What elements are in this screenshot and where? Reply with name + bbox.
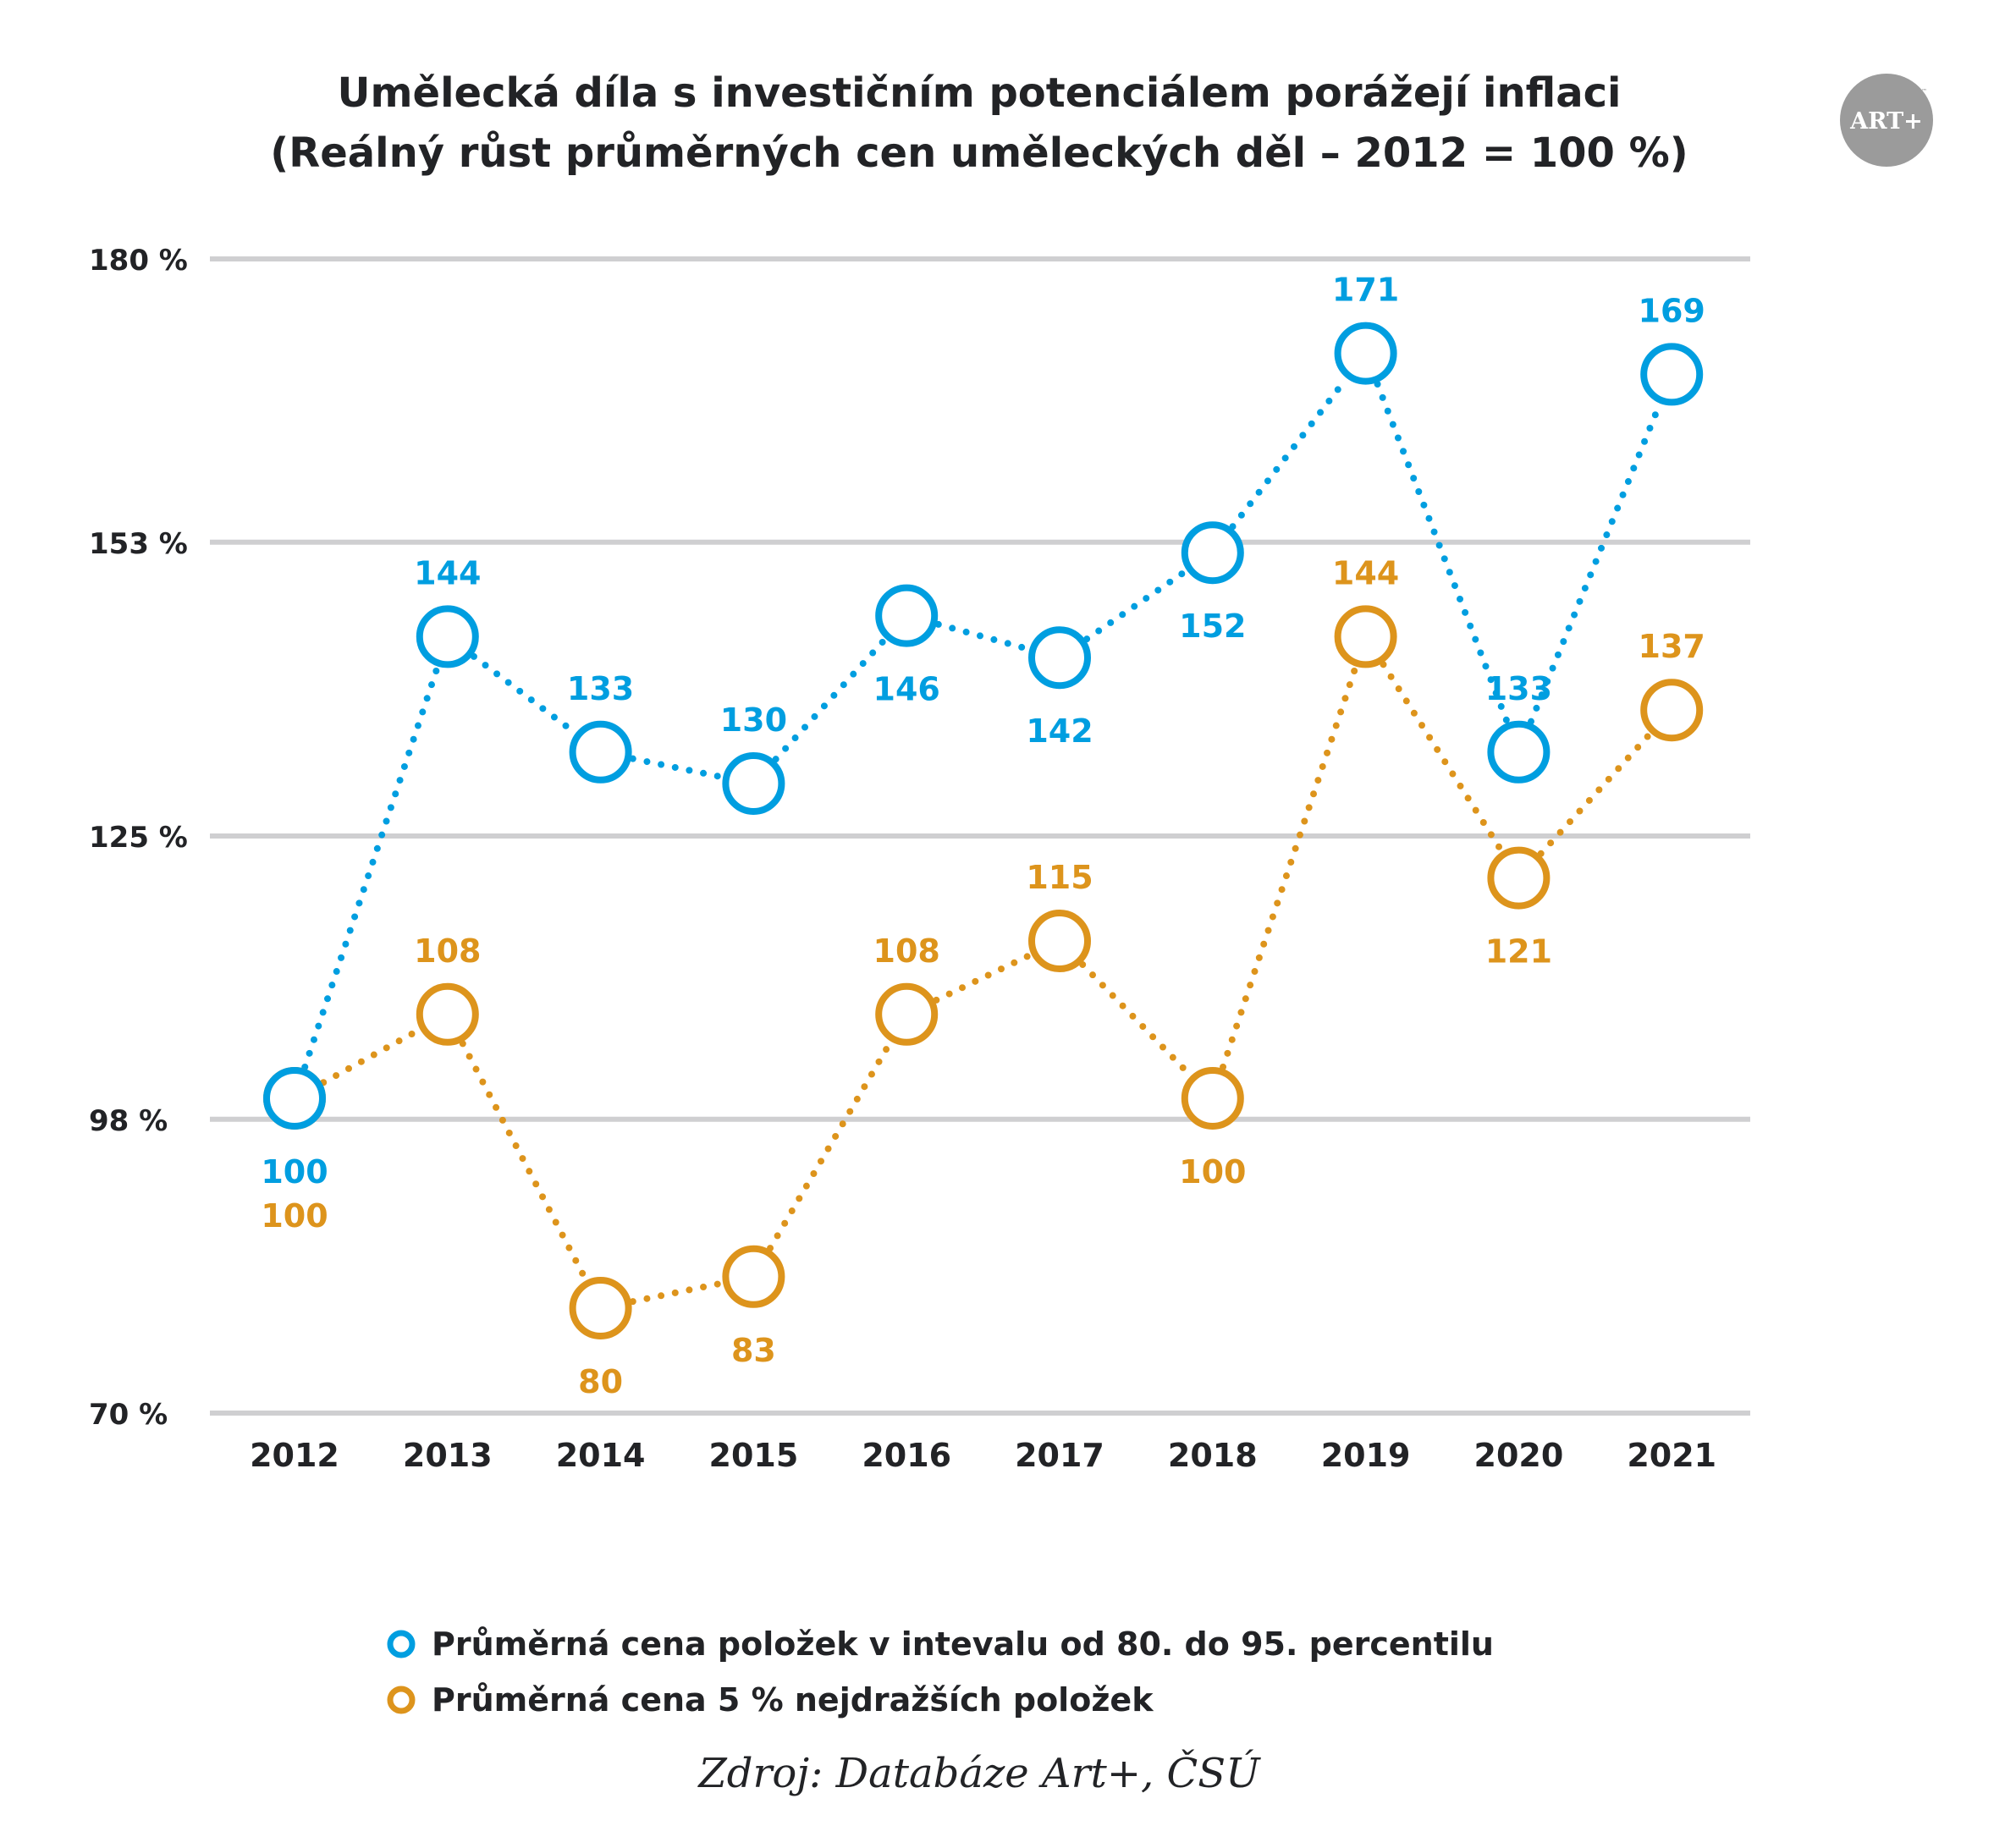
series-line-0	[301, 376, 1663, 1070]
data-point	[263, 1067, 326, 1130]
gridlines	[210, 256, 1750, 1416]
art-plus-logo: ART+ ™	[1840, 74, 1933, 167]
data-point	[722, 752, 785, 815]
x-tick-label: 2021	[1627, 1437, 1716, 1474]
data-point	[875, 982, 939, 1046]
series-segment	[934, 620, 1032, 652]
legend-marker-blue-icon	[387, 1630, 416, 1658]
x-tick-label: 2020	[1474, 1437, 1564, 1474]
chart-subtitle: (Reálný růst průměrných cen uměleckých d…	[270, 129, 1688, 177]
source-note: Zdroj: Databáze Art+, ČSÚ	[697, 1748, 1261, 1797]
x-tick-label: 2015	[709, 1437, 799, 1474]
data-point	[416, 982, 479, 1046]
data-label: 133	[1485, 670, 1552, 707]
data-point	[1334, 322, 1397, 385]
data-label: 108	[873, 932, 940, 970]
data-label: 100	[261, 1197, 328, 1235]
legend-marker-orange-icon	[387, 1686, 416, 1714]
series-segment	[320, 1026, 422, 1086]
series-segment	[1374, 381, 1511, 725]
data-point	[1640, 343, 1704, 406]
y-axis-ticks: 180 % 153 % 125 % 98 % 70 %	[89, 244, 188, 1432]
legend: Průměrná cena položek v intevalu od 80. …	[387, 1625, 1494, 1719]
x-tick-label: 2017	[1015, 1437, 1104, 1474]
data-label: 142	[1026, 712, 1093, 750]
data-point	[722, 1245, 785, 1308]
data-label: 100	[261, 1153, 328, 1191]
data-label: 133	[567, 670, 634, 707]
data-point	[569, 720, 632, 784]
data-label: 171	[1332, 272, 1399, 309]
y-tick-label: 98 %	[89, 1104, 168, 1138]
data-point	[1028, 626, 1091, 690]
series-segment	[301, 664, 441, 1070]
series-segment	[1083, 568, 1189, 643]
series-segment	[629, 755, 725, 781]
series-segment	[1079, 960, 1193, 1079]
data-point	[1487, 846, 1551, 910]
series-segment	[1380, 661, 1505, 854]
series-segment	[1528, 401, 1663, 725]
series-segment	[933, 951, 1033, 1004]
y-tick-label: 125 %	[89, 821, 188, 855]
data-label: 169	[1639, 292, 1705, 329]
legend-label-blue: Průměrná cena položek v intevalu od 80. …	[432, 1625, 1494, 1663]
x-tick-label: 2014	[556, 1437, 646, 1474]
data-label: 144	[1332, 554, 1399, 591]
data-point	[1181, 1067, 1244, 1130]
data-label: 100	[1179, 1153, 1246, 1191]
series-markers-0	[263, 322, 1704, 1130]
logo-badge	[1840, 74, 1933, 167]
data-label: 146	[873, 671, 940, 708]
x-tick-label: 2019	[1321, 1437, 1411, 1474]
chart-title: Umělecká díla s investičním potenciálem …	[338, 69, 1622, 117]
data-point	[875, 584, 939, 647]
data-label: 83	[731, 1332, 776, 1369]
data-label: 108	[414, 932, 481, 970]
data-label: 137	[1639, 628, 1705, 665]
data-label: 115	[1026, 859, 1093, 896]
data-point	[416, 605, 479, 668]
data-label: 80	[578, 1363, 623, 1400]
series-layer	[263, 322, 1704, 1339]
data-label: 121	[1485, 933, 1552, 971]
data-label: 144	[414, 554, 481, 591]
x-tick-label: 2016	[862, 1437, 951, 1474]
series-segment	[1220, 664, 1359, 1070]
data-label: 152	[1179, 608, 1246, 645]
logo-trademark: ™	[1921, 88, 1927, 95]
series-segment	[470, 652, 578, 736]
x-tick-label: 2012	[250, 1437, 339, 1474]
y-tick-label: 180 %	[89, 244, 188, 278]
x-axis-ticks: 2012 2013 2014 2015 2016 2017 2018 2019 2020 2021	[250, 1437, 1716, 1474]
series-segment	[459, 1040, 589, 1283]
data-point	[1028, 910, 1091, 972]
data-point	[1640, 679, 1704, 742]
data-point	[1334, 605, 1397, 668]
data-point	[1487, 720, 1551, 784]
series-markers-1	[263, 605, 1704, 1339]
logo-text: ART+	[1849, 108, 1923, 135]
y-tick-label: 70 %	[89, 1398, 168, 1432]
series-segment	[1537, 731, 1653, 857]
data-labels: 100 144 133 130 146 142 152 171 133 169 100 108 80 83…	[261, 272, 1705, 1400]
x-tick-label: 2018	[1168, 1437, 1258, 1474]
legend-item-blue: Průměrná cena položek v intevalu od 80. …	[387, 1625, 1494, 1663]
series-segment	[629, 1279, 725, 1306]
series-segment	[772, 636, 888, 763]
legend-label-orange: Průměrná cena 5 % nejdražších položek	[432, 1681, 1154, 1719]
series-segment	[767, 1039, 894, 1252]
data-point	[1181, 521, 1244, 585]
legend-item-orange: Průměrná cena 5 % nejdražších položek	[387, 1681, 1154, 1719]
x-tick-label: 2013	[403, 1437, 493, 1474]
series-segment	[1229, 376, 1349, 531]
data-label: 130	[720, 701, 787, 739]
data-point	[569, 1277, 632, 1339]
y-tick-label: 153 %	[89, 527, 188, 561]
series-line-1	[320, 661, 1653, 1306]
